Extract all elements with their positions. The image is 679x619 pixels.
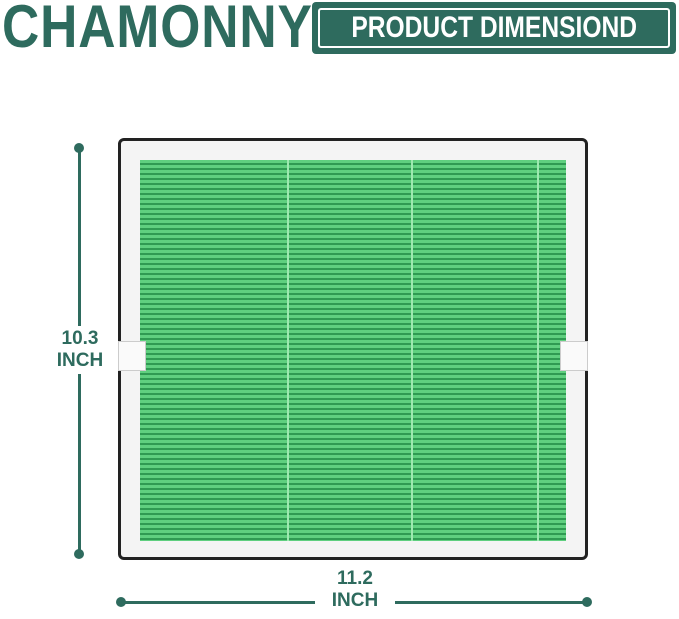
height-unit: INCH <box>56 350 104 371</box>
width-line-left-dot <box>116 597 126 607</box>
height-dimension-label: 10.3 INCH <box>50 326 110 374</box>
header-badge: PRODUCT DIMENSIOND <box>312 2 676 54</box>
header-badge-text: PRODUCT DIMENSIOND <box>351 11 637 44</box>
width-dimension-label: 11.2 INCH <box>315 568 395 612</box>
air-filter-image <box>118 138 588 560</box>
width-line-right-dot <box>582 597 592 607</box>
filter-tab-right <box>560 341 588 371</box>
filter-tab-left <box>118 341 146 371</box>
width-unit: INCH <box>331 590 379 611</box>
width-value: 11.2 <box>337 568 373 589</box>
height-value: 10.3 <box>61 328 99 349</box>
brand-logo: CHAMONNY <box>2 0 313 60</box>
height-line-top-dot <box>74 143 84 153</box>
filter-media <box>140 160 566 541</box>
height-line-bottom-dot <box>74 549 84 559</box>
